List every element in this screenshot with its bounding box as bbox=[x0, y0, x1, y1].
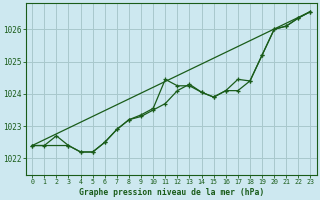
X-axis label: Graphe pression niveau de la mer (hPa): Graphe pression niveau de la mer (hPa) bbox=[79, 188, 264, 197]
